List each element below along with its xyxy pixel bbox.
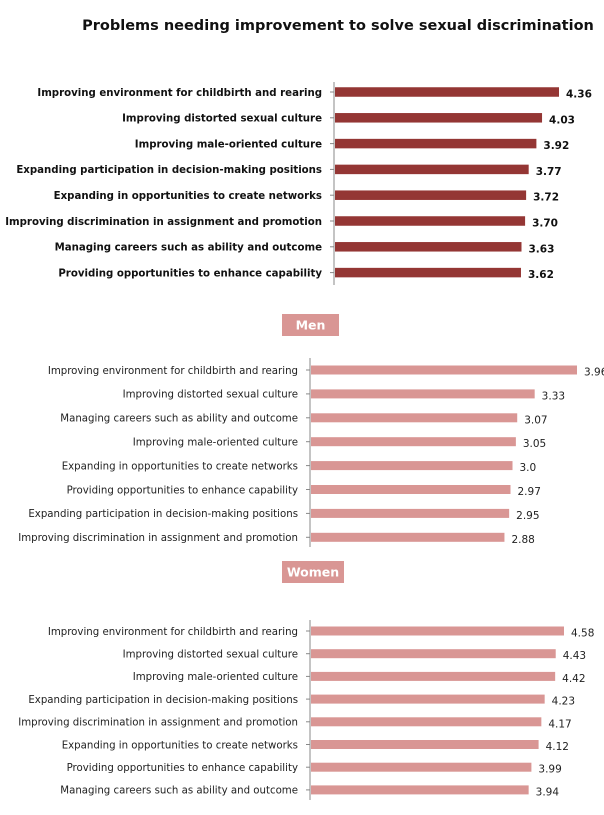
category-label: Providing opportunities to enhance capab…	[58, 268, 322, 279]
value-label: 3.77	[536, 166, 562, 178]
category-label: Improving environment for childbirth and…	[37, 88, 322, 99]
category-label: Improving male-oriented culture	[133, 438, 298, 449]
category-label: Improving discrimination in assignment a…	[18, 718, 298, 729]
value-label: 3.72	[533, 192, 559, 204]
category-label: Expanding participation in decision-maki…	[28, 695, 298, 706]
bar	[311, 365, 577, 375]
category-label: Improving male-oriented culture	[133, 672, 298, 683]
value-label: 2.95	[516, 510, 539, 522]
bar	[311, 626, 564, 636]
panel-1: Men Improving environment for childbirth …	[18, 314, 604, 547]
category-label: Expanding participation in decision-maki…	[28, 509, 298, 520]
value-label: 4.43	[563, 650, 586, 662]
value-label: 2.88	[511, 534, 534, 546]
category-label: Expanding participation in decision-maki…	[16, 165, 322, 176]
bar	[311, 532, 505, 542]
category-label: Managing careers such as ability and out…	[55, 243, 322, 254]
bar	[311, 740, 539, 749]
category-label: Improving male-oriented culture	[135, 139, 322, 150]
value-label: 3.94	[536, 786, 560, 798]
bar	[335, 267, 521, 278]
category-label: Expanding in opportunities to create net…	[54, 191, 322, 202]
value-label: 3.62	[528, 269, 554, 281]
bar	[335, 87, 559, 97]
value-label: 4.23	[552, 696, 575, 708]
value-label: 4.36	[566, 89, 592, 101]
category-label: Improving environment for childbirth and…	[48, 366, 298, 377]
bar	[311, 437, 516, 447]
bar	[311, 671, 556, 681]
category-label: Expanding in opportunities to create net…	[62, 740, 298, 751]
bar	[311, 694, 545, 704]
value-label: 4.03	[549, 114, 575, 126]
section-label: Women	[287, 565, 339, 580]
bar	[335, 242, 522, 252]
bar	[335, 138, 537, 149]
category-label: Improving distorted sexual culture	[123, 390, 298, 401]
bar	[311, 785, 529, 795]
chart-title: Problems needing improvement to solve se…	[82, 18, 594, 34]
value-label: 4.42	[562, 673, 585, 685]
bar	[335, 216, 526, 226]
bar	[311, 485, 511, 494]
category-label: Improving distorted sexual culture	[122, 114, 322, 125]
bar	[335, 164, 529, 175]
bar	[311, 413, 518, 423]
value-label: 3.99	[538, 764, 561, 776]
category-label: Providing opportunities to enhance capab…	[67, 763, 298, 774]
panel-0: Improving environment for childbirth and…	[5, 82, 592, 285]
panel-2: Women Improving environment for childbirt…	[18, 561, 594, 800]
value-label: 3.92	[543, 140, 569, 152]
category-label: Providing opportunities to enhance capab…	[67, 485, 298, 496]
value-label: 3.05	[523, 438, 546, 450]
bar	[311, 508, 510, 518]
bar	[335, 113, 543, 123]
bar	[335, 190, 527, 200]
bar	[311, 389, 535, 399]
value-label: 3.63	[528, 243, 554, 255]
bar	[311, 649, 556, 659]
category-label: Expanding in opportunities to create net…	[62, 461, 298, 472]
value-label: 4.12	[546, 741, 569, 753]
bar	[311, 461, 513, 471]
category-label: Managing careers such as ability and out…	[60, 786, 298, 797]
value-label: 3.07	[524, 414, 547, 426]
value-label: 4.17	[548, 718, 571, 730]
value-label: 2.97	[518, 486, 541, 498]
value-label: 3.96	[584, 367, 604, 379]
category-label: Managing careers such as ability and out…	[60, 414, 298, 425]
section-label-box	[282, 314, 339, 336]
category-label: Improving discrimination in assignment a…	[18, 533, 298, 544]
value-label: 3.0	[520, 462, 537, 474]
value-label: 4.58	[571, 628, 594, 640]
value-label: 3.33	[542, 390, 565, 402]
section-label-box	[282, 561, 344, 583]
category-label: Improving environment for childbirth and…	[48, 627, 298, 638]
section-label: Men	[296, 318, 326, 333]
bar	[311, 717, 542, 727]
category-label: Improving discrimination in assignment a…	[5, 217, 322, 228]
category-label: Improving distorted sexual culture	[123, 650, 298, 661]
bar	[311, 762, 532, 772]
value-label: 3.70	[532, 218, 558, 230]
